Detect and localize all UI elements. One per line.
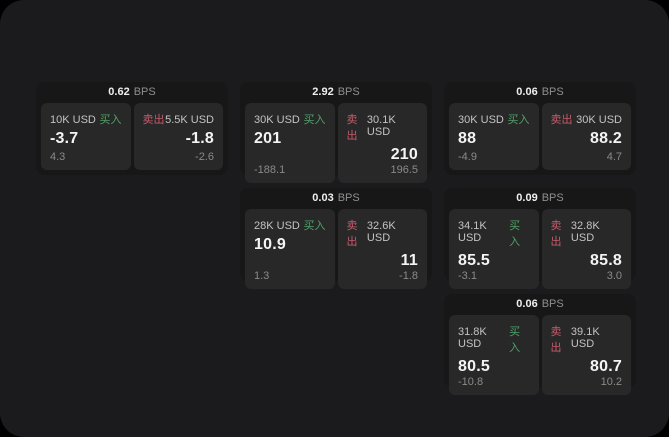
spread-header: 0.06 BPS	[449, 294, 631, 315]
quote-card: 0.03 BPS 28K USD 买入 10.9 1.3 卖出 32.6K US…	[240, 188, 432, 289]
buy-button[interactable]: 买入	[303, 220, 326, 232]
buy-delta: 4.3	[50, 151, 66, 163]
buy-amount: 30K USD	[458, 114, 504, 126]
buy-amount: 30K USD	[254, 114, 300, 126]
sell-amount: 5.5K USD	[165, 114, 214, 126]
sell-amount: 30K USD	[576, 114, 622, 126]
spread-header: 0.03 BPS	[245, 188, 427, 209]
buy-button[interactable]: 买入	[507, 114, 530, 126]
sell-delta: 10.2	[600, 376, 622, 388]
spread-unit: BPS	[541, 192, 564, 204]
spread-header: 0.06 BPS	[449, 82, 631, 103]
quote-card: 0.62 BPS 10K USD 买入 -3.7 4.3 卖出 5.5K USD	[36, 82, 228, 175]
buy-amount: 28K USD	[254, 220, 300, 232]
buy-button[interactable]: 买入	[303, 114, 326, 126]
spread-header: 2.92 BPS	[245, 82, 427, 103]
sell-amount: 32.6K USD	[366, 220, 396, 244]
quote-card-grid: 0.62 BPS 10K USD 买入 -3.7 4.3 卖出 5.5K USD	[36, 82, 636, 395]
sell-price: 11	[400, 252, 418, 269]
buy-button[interactable]: 买入	[509, 220, 521, 248]
buy-delta: -4.9	[458, 151, 477, 163]
buy-price: 85.5	[458, 252, 490, 269]
buy-quote-tile[interactable]: 28K USD 买入 10.9 1.3	[245, 209, 335, 289]
sell-amount: 32.8K USD	[570, 220, 600, 244]
buy-quote-tile[interactable]: 10K USD 买入 -3.7 4.3	[41, 103, 131, 170]
sell-price: 85.8	[590, 252, 622, 269]
buy-quote-tile[interactable]: 31.8K USD 买入 80.5 -10.8	[449, 315, 539, 395]
quote-card: 2.92 BPS 30K USD 买入 201 -188.1 卖出 30.1K …	[240, 82, 432, 183]
quote-tiles: 30K USD 买入 201 -188.1 卖出 30.1K USD 210 1…	[245, 103, 427, 183]
sell-price: -1.8	[185, 130, 214, 147]
sell-button[interactable]: 卖出	[346, 220, 358, 248]
spread-value: 0.06	[516, 86, 538, 98]
spread-unit: BPS	[337, 192, 360, 204]
sell-delta: 196.5	[390, 164, 418, 176]
quote-card: 0.09 BPS 34.1K USD 买入 85.5 -3.1 卖出 32.8K…	[444, 188, 636, 289]
quote-tiles: 34.1K USD 买入 85.5 -3.1 卖出 32.8K USD 85.8…	[449, 209, 631, 289]
buy-button[interactable]: 买入	[99, 114, 122, 126]
sell-amount: 30.1K USD	[366, 114, 396, 138]
spread-unit: BPS	[541, 298, 564, 310]
buy-delta: 1.3	[254, 270, 270, 282]
sell-quote-tile[interactable]: 卖出 30K USD 88.2 4.7	[541, 103, 631, 170]
quote-tiles: 28K USD 买入 10.9 1.3 卖出 32.6K USD 11 -1.8	[245, 209, 427, 289]
quote-card: 0.06 BPS 30K USD 买入 88 -4.9 卖出 30K USD	[444, 82, 636, 175]
spread-value: 0.06	[516, 298, 538, 310]
buy-price: 10.9	[254, 236, 286, 253]
sell-button[interactable]: 卖出	[550, 326, 562, 354]
buy-price: 88	[458, 130, 477, 147]
sell-quote-tile[interactable]: 卖出 5.5K USD -1.8 -2.6	[133, 103, 223, 170]
sell-price: 80.7	[590, 358, 622, 375]
spread-unit: BPS	[133, 86, 156, 98]
quote-card: 0.06 BPS 31.8K USD 买入 80.5 -10.8 卖出 39.1…	[444, 294, 636, 395]
quote-tiles: 30K USD 买入 88 -4.9 卖出 30K USD 88.2 4.7	[449, 103, 631, 170]
sell-delta: 3.0	[606, 270, 622, 282]
buy-delta: -188.1	[254, 164, 286, 176]
buy-quote-tile[interactable]: 30K USD 买入 201 -188.1	[245, 103, 335, 183]
sell-price: 88.2	[590, 130, 622, 147]
buy-price: -3.7	[50, 130, 79, 147]
sell-button[interactable]: 卖出	[550, 220, 562, 248]
spread-value: 0.03	[312, 192, 334, 204]
buy-delta: -10.8	[458, 376, 484, 388]
spread-value: 2.92	[312, 86, 334, 98]
buy-price: 80.5	[458, 358, 490, 375]
sell-quote-tile[interactable]: 卖出 30.1K USD 210 196.5	[337, 103, 427, 183]
sell-price: 210	[390, 146, 418, 163]
sell-delta: -1.8	[399, 270, 418, 282]
spread-value: 0.09	[516, 192, 538, 204]
sell-quote-tile[interactable]: 卖出 32.6K USD 11 -1.8	[337, 209, 427, 289]
sell-amount: 39.1K USD	[570, 326, 600, 350]
spread-unit: BPS	[337, 86, 360, 98]
spread-value: 0.62	[108, 86, 130, 98]
quote-tiles: 10K USD 买入 -3.7 4.3 卖出 5.5K USD -1.8 -2.…	[41, 103, 223, 170]
sell-button[interactable]: 卖出	[550, 114, 573, 126]
buy-quote-tile[interactable]: 34.1K USD 买入 85.5 -3.1	[449, 209, 539, 289]
buy-amount: 31.8K USD	[458, 326, 487, 350]
buy-delta: -3.1	[458, 270, 477, 282]
quote-tiles: 31.8K USD 买入 80.5 -10.8 卖出 39.1K USD 80.…	[449, 315, 631, 395]
sell-quote-tile[interactable]: 卖出 32.8K USD 85.8 3.0	[541, 209, 631, 289]
sell-quote-tile[interactable]: 卖出 39.1K USD 80.7 10.2	[541, 315, 631, 395]
buy-quote-tile[interactable]: 30K USD 买入 88 -4.9	[449, 103, 539, 170]
spread-header: 0.09 BPS	[449, 188, 631, 209]
buy-amount: 10K USD	[50, 114, 96, 126]
sell-button[interactable]: 卖出	[346, 114, 358, 142]
buy-price: 201	[254, 130, 282, 147]
spread-header: 0.62 BPS	[41, 82, 223, 103]
sell-delta: 4.7	[606, 151, 622, 163]
spread-unit: BPS	[541, 86, 564, 98]
buy-button[interactable]: 买入	[509, 326, 521, 354]
sell-delta: -2.6	[195, 151, 214, 163]
buy-amount: 34.1K USD	[458, 220, 487, 244]
sell-button[interactable]: 卖出	[142, 114, 165, 126]
